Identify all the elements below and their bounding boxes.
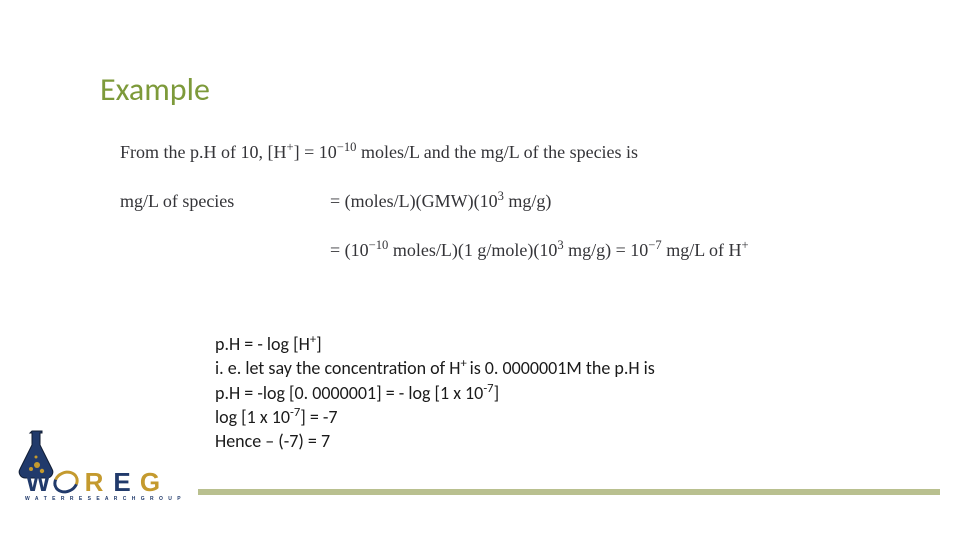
equation-line-2: mg/L of species = (moles/L)(GMW)(103 mg/… bbox=[120, 189, 880, 214]
eq3-post: mg/L of H bbox=[662, 240, 742, 260]
n4-sup: -7 bbox=[290, 405, 300, 420]
eq1-sup2: −10 bbox=[337, 140, 357, 154]
slide-title: Example bbox=[100, 70, 210, 109]
equation-line-3: = (10−10 moles/L)(1 g/mole)(103 mg/g) = … bbox=[120, 238, 880, 263]
eq3-sup4: + bbox=[742, 238, 749, 252]
n2-sup: + bbox=[460, 356, 469, 371]
logo-tagline: W A T E R R E S E A R C H G R O U P bbox=[25, 496, 183, 502]
notes-line-3: p.H = -log [0. 0000001] = - log [1 x 10-… bbox=[215, 381, 915, 405]
n3-sup: -7 bbox=[483, 381, 493, 396]
notes-line-2: i. e. let say the concentration of H+ is… bbox=[215, 356, 915, 380]
logo-letter-o bbox=[53, 469, 79, 495]
logo-letter-e: E bbox=[109, 469, 135, 495]
n4-post: ] = -7 bbox=[300, 406, 337, 428]
eq3-lhs-empty bbox=[120, 238, 330, 263]
n1-pre: p.H = - log [H bbox=[215, 333, 310, 355]
n2-post: is 0. 0000001M the p.H is bbox=[470, 357, 655, 379]
eq3-rhs: = (10−10 moles/L)(1 g/mole)(103 mg/g) = … bbox=[330, 238, 880, 263]
logo-text: W R E G W A T E R R E S E A R C H G R O … bbox=[25, 469, 183, 502]
logo-letter-w: W bbox=[25, 469, 51, 495]
notes-line-5: Hence – (-7) = 7 bbox=[215, 429, 915, 453]
eq3-pre: = (10 bbox=[330, 240, 369, 260]
eq3-sup3: −7 bbox=[648, 238, 661, 252]
eq1-pre: From the p.H of 10, [H bbox=[120, 142, 286, 162]
eq2-rhs-pre: = (moles/L)(GMW)(10 bbox=[330, 191, 498, 211]
ring-icon bbox=[50, 467, 83, 498]
eq2-rhs: = (moles/L)(GMW)(103 mg/g) bbox=[330, 189, 880, 214]
n1-post: ] bbox=[316, 333, 322, 355]
eq2-rhs-post: mg/g) bbox=[504, 191, 552, 211]
n2-pre: i. e. let say the concentration of H bbox=[215, 357, 460, 379]
equation-block: From the p.H of 10, [H+] = 10−10 moles/L… bbox=[120, 140, 880, 288]
equation-line-1: From the p.H of 10, [H+] = 10−10 moles/L… bbox=[120, 140, 880, 165]
notes-block: p.H = - log [H+] i. e. let say the conce… bbox=[215, 332, 915, 453]
eq1-post: moles/L and the mg/L of the species is bbox=[356, 142, 638, 162]
eq3-mid1: moles/L)(1 g/mole)(10 bbox=[388, 240, 557, 260]
notes-line-1: p.H = - log [H+] bbox=[215, 332, 915, 356]
eq3-sup1: −10 bbox=[369, 238, 389, 252]
footer-divider bbox=[198, 489, 940, 495]
logo-letter-r: R bbox=[81, 469, 107, 495]
notes-line-4: log [1 x 10-7] = -7 bbox=[215, 405, 915, 429]
eq3-mid2: mg/g) = 10 bbox=[564, 240, 649, 260]
eq1-mid: ] = 10 bbox=[294, 142, 337, 162]
eq1-sup1: + bbox=[286, 140, 293, 154]
n3-post: ] bbox=[494, 382, 500, 404]
eq2-lhs: mg/L of species bbox=[120, 189, 330, 214]
n3-pre: p.H = -log [0. 0000001] = - log [1 x 10 bbox=[215, 382, 483, 404]
n4-pre: log [1 x 10 bbox=[215, 406, 290, 428]
logo-letter-g: G bbox=[137, 469, 163, 495]
woreg-logo: W R E G W A T E R R E S E A R C H G R O … bbox=[15, 445, 195, 515]
